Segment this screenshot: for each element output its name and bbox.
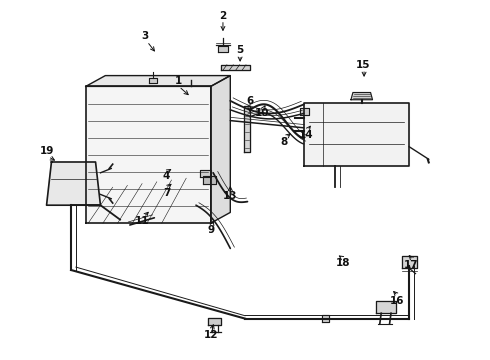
Text: 9: 9 [207, 225, 214, 235]
Polygon shape [402, 256, 416, 268]
Text: 19: 19 [39, 146, 54, 156]
Polygon shape [220, 65, 250, 70]
Text: 13: 13 [223, 191, 238, 201]
Polygon shape [200, 170, 211, 177]
Text: 12: 12 [203, 330, 218, 340]
Polygon shape [322, 315, 329, 322]
Text: 4: 4 [163, 171, 171, 181]
Polygon shape [208, 318, 220, 325]
Text: 15: 15 [355, 60, 370, 70]
Text: 3: 3 [141, 31, 148, 41]
Polygon shape [244, 106, 250, 152]
Text: 11: 11 [135, 216, 149, 226]
Text: 17: 17 [404, 260, 419, 270]
Polygon shape [300, 108, 309, 115]
Text: 5: 5 [237, 45, 244, 55]
Text: 14: 14 [299, 130, 314, 140]
Text: 8: 8 [281, 137, 288, 147]
Polygon shape [149, 78, 157, 83]
Text: 6: 6 [246, 96, 253, 106]
Polygon shape [211, 76, 230, 223]
Polygon shape [86, 86, 211, 223]
Polygon shape [203, 176, 216, 184]
Polygon shape [86, 76, 230, 86]
Text: 16: 16 [390, 296, 404, 306]
Polygon shape [376, 301, 396, 313]
Polygon shape [47, 162, 100, 205]
Text: 7: 7 [163, 188, 171, 198]
Text: 10: 10 [255, 108, 270, 118]
Text: 2: 2 [220, 11, 226, 21]
Polygon shape [304, 103, 409, 166]
Polygon shape [218, 46, 228, 52]
Text: 18: 18 [336, 258, 350, 268]
Polygon shape [351, 93, 372, 100]
Text: 1: 1 [175, 76, 182, 86]
